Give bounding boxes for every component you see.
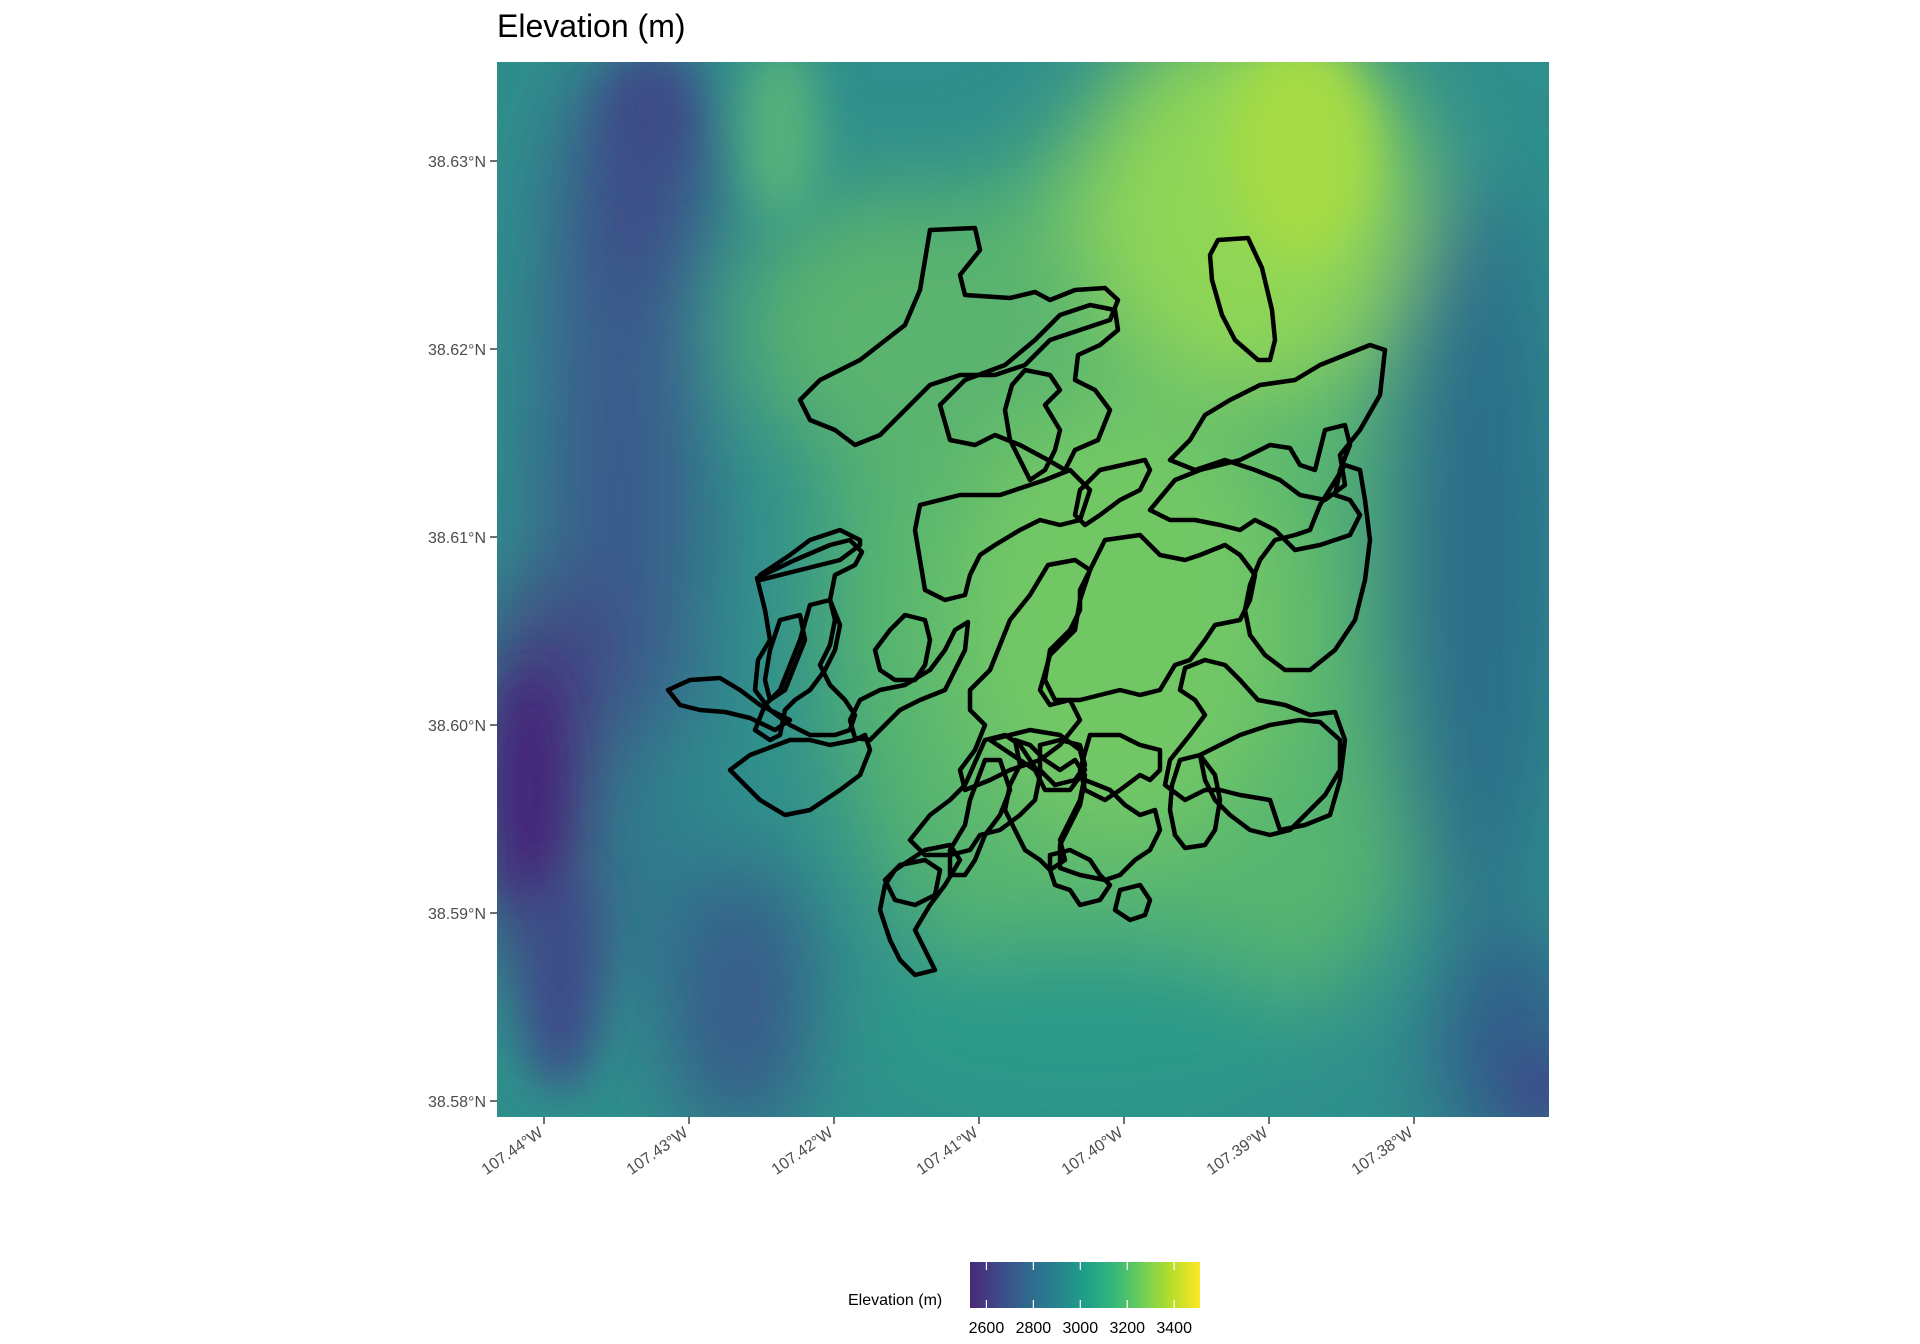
x-tick-label: 107.44°W: [479, 1124, 547, 1179]
y-tick-label: 38.59°N: [428, 906, 486, 923]
polygon-22: [987, 727, 1088, 793]
x-tick-label: 107.39°W: [1204, 1124, 1272, 1179]
polygon-9: [1242, 462, 1373, 673]
polygon-8: [912, 467, 1093, 603]
polygon-5: [1002, 367, 1063, 483]
plot-title: Elevation (m): [497, 8, 686, 44]
legend-label: 3400: [1156, 1320, 1192, 1337]
y-tick-label: 38.63°N: [428, 154, 486, 171]
x-tick-label: 107.41°W: [914, 1124, 982, 1179]
elevation-raster: [497, 62, 1549, 1117]
polygon-20: [907, 732, 1043, 858]
x-axis: 107.44°W 107.43°W 107.42°W 107.41°W 107.40°W…: [479, 1117, 1417, 1179]
polygon-11: [752, 537, 865, 738]
x-tick-label: 107.38°W: [1349, 1124, 1417, 1179]
polygon-25: [1037, 737, 1088, 788]
polygon-16: [872, 612, 933, 683]
polygon-2: [1207, 235, 1278, 363]
legend-label: 2600: [969, 1320, 1005, 1337]
polygon-18: [665, 675, 793, 733]
legend-label: 3000: [1063, 1320, 1099, 1337]
legend-ticks: 2600 2800 3000 3200 3400: [969, 1262, 1192, 1337]
y-tick-label: 38.61°N: [428, 530, 486, 547]
x-tick-label: 107.43°W: [624, 1124, 692, 1179]
x-tick-label: 107.42°W: [769, 1124, 837, 1179]
polygon-6: [1072, 457, 1153, 528]
polygon-13: [957, 557, 1093, 793]
polygon-10: [757, 527, 863, 583]
polygon-32: [947, 757, 1013, 878]
y-tick-label: 38.58°N: [428, 1094, 486, 1111]
polygon-19: [1162, 657, 1348, 833]
y-tick-label: 38.62°N: [428, 342, 486, 359]
legend-label: 2800: [1016, 1320, 1052, 1337]
polygon-1: [797, 225, 1121, 448]
y-tick-label: 38.60°N: [428, 718, 486, 735]
polygon-26: [1057, 777, 1163, 883]
polygon-33: [1197, 717, 1343, 838]
polygon-7: [1147, 422, 1363, 553]
polygon-3: [937, 302, 1121, 473]
polygon-21: [727, 732, 873, 818]
polygon-27: [1167, 752, 1223, 851]
legend-colorbar: [970, 1262, 1200, 1308]
polygon-29: [1112, 882, 1153, 923]
polygon-12: [1042, 532, 1258, 703]
x-tick-label: 107.40°W: [1059, 1124, 1127, 1179]
polygon-28: [1047, 847, 1113, 908]
legend-label: 3200: [1109, 1320, 1145, 1337]
y-axis: 38.63°N 38.62°N 38.61°N 38.60°N 38.59°N 38.58…: [428, 154, 497, 1111]
polygon-17: [762, 612, 808, 703]
legend: Elevation (m) 2600 2800 3000 3200 3400: [848, 1262, 1200, 1337]
polygon-31: [877, 842, 963, 978]
legend-title: Elevation (m): [848, 1292, 942, 1309]
study-area-polygons: [665, 225, 1388, 978]
polygon-4: [1167, 342, 1388, 503]
